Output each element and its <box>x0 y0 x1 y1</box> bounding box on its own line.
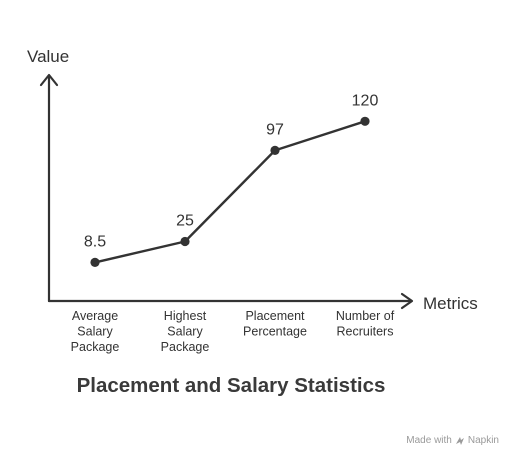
data-point <box>270 145 280 156</box>
x-tick-label: Placement Percentage <box>243 309 307 339</box>
y-axis <box>39 73 59 303</box>
x-tick-label: Highest Salary Package <box>161 309 210 354</box>
data-label: 25 <box>176 213 194 230</box>
data-label: 120 <box>352 92 379 109</box>
napkin-logo-icon <box>455 436 464 445</box>
data-point <box>180 236 190 247</box>
watermark-prefix: Made with <box>406 435 452 446</box>
y-axis-title: Value <box>27 47 69 66</box>
watermark-brand: Napkin <box>467 435 499 446</box>
x-tick-labels: Average Salary Package Highest Salary Package… <box>71 309 395 354</box>
x-axis <box>47 292 414 310</box>
chart-title: Placement and Salary Statistics <box>76 374 386 397</box>
y-axis-arrowhead-icon <box>39 73 59 87</box>
data-label: 8.5 <box>84 233 106 250</box>
made-with-watermark: Made with Napkin <box>406 435 499 446</box>
x-tick-label: Average Salary Package <box>71 309 120 354</box>
x-axis-arrowhead-icon <box>400 292 414 310</box>
data-label: 97 <box>266 121 284 138</box>
data-point <box>360 116 370 126</box>
series-line <box>93 120 367 264</box>
data-point <box>90 257 100 268</box>
x-tick-label: Number of Recruiters <box>336 309 395 339</box>
x-axis-title: Metrics <box>423 294 478 313</box>
data-points <box>90 116 370 268</box>
data-labels: 8.5 25 97 120 <box>84 92 379 250</box>
